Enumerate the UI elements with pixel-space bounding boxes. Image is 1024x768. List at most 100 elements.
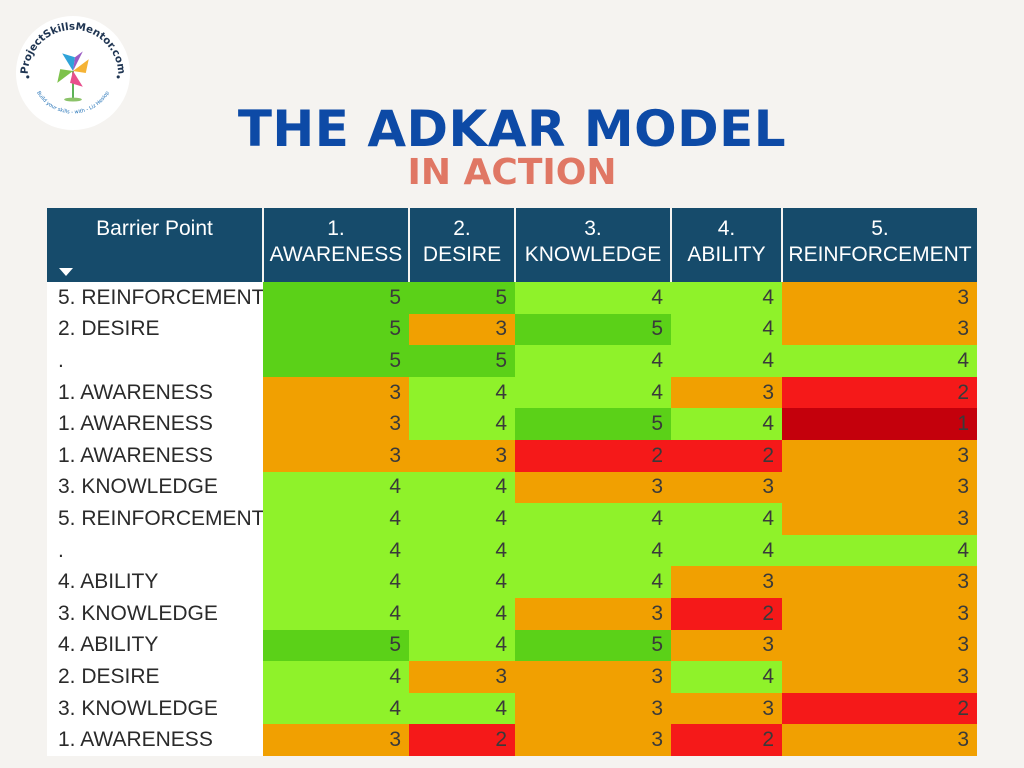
barrier-point-cell: . bbox=[47, 345, 263, 377]
score-cell: 5 bbox=[409, 282, 515, 314]
score-cell: 3 bbox=[782, 629, 977, 662]
column-header-label: AWARENESS bbox=[269, 243, 403, 266]
score-cell: 4 bbox=[409, 376, 515, 409]
score-cell: 5 bbox=[263, 282, 409, 314]
table-row[interactable]: 1. AWARENESS 3 2 3 2 3 bbox=[47, 724, 977, 756]
column-header-number: 4. bbox=[717, 217, 736, 240]
table-row[interactable]: 3. KNOWLEDGE 4 4 3 3 2 bbox=[47, 692, 977, 725]
score-cell: 3 bbox=[409, 661, 515, 693]
table-row[interactable]: 3. KNOWLEDGE 4 4 3 3 3 bbox=[47, 471, 977, 504]
score-cell: 2 bbox=[782, 376, 977, 409]
score-cell: 3 bbox=[409, 439, 515, 472]
score-cell: 4 bbox=[671, 282, 782, 314]
score-cell: 4 bbox=[515, 376, 671, 409]
score-cell: 4 bbox=[515, 282, 671, 314]
score-cell: 3 bbox=[782, 566, 977, 598]
score-cell: 3 bbox=[782, 503, 977, 535]
score-cell: 3 bbox=[671, 692, 782, 725]
column-header-number: 2. bbox=[453, 217, 471, 240]
score-cell: 2 bbox=[515, 439, 671, 472]
score-cell: 3 bbox=[782, 724, 977, 756]
score-cell: 4 bbox=[263, 661, 409, 693]
adkar-matrix: Barrier Point 1. AWARENESS 2. DESIRE 3. … bbox=[47, 208, 977, 756]
score-cell: 4 bbox=[409, 629, 515, 662]
score-cell: 2 bbox=[409, 724, 515, 756]
score-cell: 4 bbox=[671, 345, 782, 377]
table-row[interactable]: 2. DESIRE 5 3 5 4 3 bbox=[47, 313, 977, 346]
score-cell: 4 bbox=[515, 503, 671, 535]
score-cell: 5 bbox=[515, 313, 671, 346]
table-row[interactable]: 5. REINFORCEMENT 5 5 4 4 3 bbox=[47, 282, 977, 314]
column-header-ability[interactable]: 4. ABILITY bbox=[671, 208, 783, 282]
column-header-reinforcement[interactable]: 5. REINFORCEMENT bbox=[782, 208, 977, 282]
barrier-point-cell: 1. AWARENESS bbox=[47, 376, 263, 409]
column-header-label: KNOWLEDGE bbox=[524, 243, 662, 266]
table-row[interactable]: 1. AWARENESS 3 3 2 2 3 bbox=[47, 439, 977, 472]
table-row[interactable]: 3. KNOWLEDGE 4 4 3 2 3 bbox=[47, 597, 977, 630]
score-cell: 3 bbox=[515, 692, 671, 725]
score-cell: 4 bbox=[409, 692, 515, 725]
score-cell: 1 bbox=[782, 408, 977, 440]
score-cell: 2 bbox=[671, 724, 782, 756]
score-cell: 5 bbox=[515, 629, 671, 662]
score-cell: 4 bbox=[263, 534, 409, 567]
table-row[interactable]: 2. DESIRE 4 3 3 4 3 bbox=[47, 661, 977, 693]
score-cell: 4 bbox=[671, 408, 782, 440]
column-header-barrier-point[interactable]: Barrier Point bbox=[47, 208, 264, 282]
score-cell: 3 bbox=[263, 376, 409, 409]
column-header-number: 3. bbox=[584, 217, 602, 240]
score-cell: 3 bbox=[671, 566, 782, 598]
score-cell: 4 bbox=[671, 661, 782, 693]
barrier-point-cell: 4. ABILITY bbox=[47, 629, 263, 662]
score-cell: 5 bbox=[515, 408, 671, 440]
score-cell: 4 bbox=[263, 566, 409, 598]
score-cell: 4 bbox=[671, 503, 782, 535]
score-cell: 4 bbox=[263, 692, 409, 725]
score-cell: 4 bbox=[782, 534, 977, 567]
score-cell: 3 bbox=[782, 313, 977, 346]
column-header-desire[interactable]: 2. DESIRE bbox=[409, 208, 516, 282]
barrier-point-cell: . bbox=[47, 534, 263, 567]
page-title: THE ADKAR MODEL bbox=[237, 100, 787, 158]
score-cell: 4 bbox=[409, 534, 515, 567]
sort-down-icon[interactable] bbox=[59, 268, 73, 276]
table-row[interactable]: 4. ABILITY 4 4 4 3 3 bbox=[47, 566, 977, 598]
score-cell: 4 bbox=[409, 408, 515, 440]
score-cell: 2 bbox=[671, 597, 782, 630]
score-cell: 3 bbox=[409, 313, 515, 346]
score-cell: 3 bbox=[515, 597, 671, 630]
score-cell: 4 bbox=[263, 597, 409, 630]
barrier-point-cell: 1. AWARENESS bbox=[47, 439, 263, 472]
column-header-label: ABILITY bbox=[687, 243, 766, 266]
column-header-number: 1. bbox=[327, 217, 345, 240]
score-cell: 3 bbox=[782, 471, 977, 504]
table-row[interactable]: 4. ABILITY 5 4 5 3 3 bbox=[47, 629, 977, 662]
score-cell: 4 bbox=[409, 503, 515, 535]
table-row[interactable]: 5. REINFORCEMENT 4 4 4 4 3 bbox=[47, 503, 977, 535]
table-row[interactable]: 1. AWARENESS 3 4 5 4 1 bbox=[47, 408, 977, 440]
score-cell: 2 bbox=[782, 692, 977, 725]
score-cell: 4 bbox=[263, 503, 409, 535]
column-header-number: 5. bbox=[871, 217, 889, 240]
score-cell: 4 bbox=[409, 597, 515, 630]
score-cell: 3 bbox=[263, 408, 409, 440]
barrier-point-cell: 3. KNOWLEDGE bbox=[47, 471, 263, 504]
score-cell: 4 bbox=[409, 471, 515, 504]
score-cell: 3 bbox=[671, 471, 782, 504]
column-header-knowledge[interactable]: 3. KNOWLEDGE bbox=[515, 208, 672, 282]
barrier-point-cell: 3. KNOWLEDGE bbox=[47, 692, 263, 725]
barrier-point-cell: 3. KNOWLEDGE bbox=[47, 597, 263, 630]
barrier-point-cell: 2. DESIRE bbox=[47, 313, 263, 346]
score-cell: 3 bbox=[782, 282, 977, 314]
column-header-label: REINFORCEMENT bbox=[788, 243, 972, 266]
score-cell: 3 bbox=[782, 439, 977, 472]
barrier-point-cell: 1. AWARENESS bbox=[47, 724, 263, 756]
score-cell: 4 bbox=[263, 471, 409, 504]
column-header-awareness[interactable]: 1. AWARENESS bbox=[263, 208, 410, 282]
barrier-point-cell: 5. REINFORCEMENT bbox=[47, 282, 263, 314]
score-cell: 4 bbox=[782, 345, 977, 377]
score-cell: 3 bbox=[782, 661, 977, 693]
table-row[interactable]: 1. AWARENESS 3 4 4 3 2 bbox=[47, 376, 977, 409]
